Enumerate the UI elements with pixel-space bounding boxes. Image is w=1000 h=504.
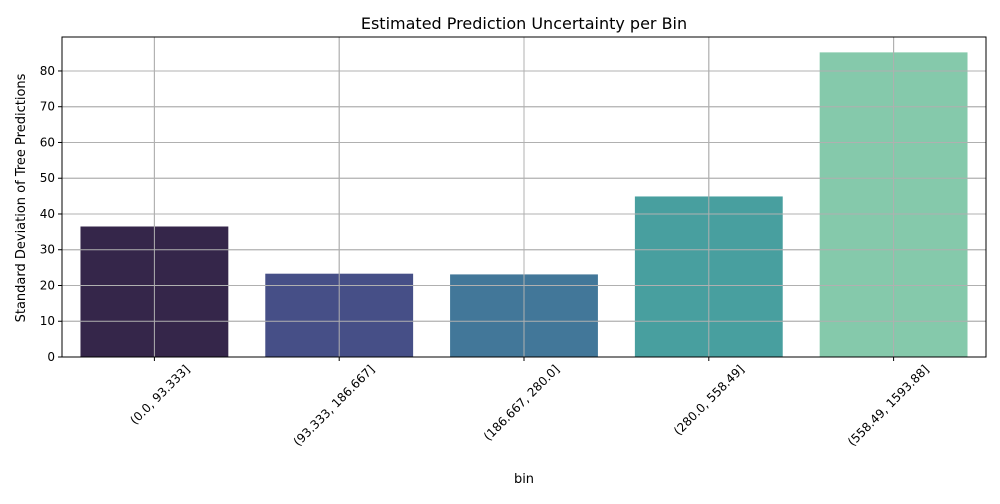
y-tick-label: 60 — [40, 135, 55, 149]
x-tick-label: (93.333, 186.667] — [291, 362, 378, 449]
y-axis-ticks: 0 10 20 30 40 50 60 70 80 — [40, 64, 62, 364]
x-axis-label: bin — [514, 472, 534, 487]
y-axis-label: Standard Deviation of Tree Predictions — [14, 73, 29, 322]
y-tick-label: 80 — [40, 64, 55, 78]
x-tick-label: (280.0, 558.49] — [671, 362, 747, 438]
y-tick-label: 40 — [40, 207, 55, 221]
y-tick-label: 30 — [40, 243, 55, 257]
y-tick-label: 70 — [40, 100, 55, 114]
chart-title: Estimated Prediction Uncertainty per Bin — [361, 14, 687, 33]
y-tick-label: 0 — [47, 350, 55, 364]
y-tick-label: 50 — [40, 171, 55, 185]
x-tick-label: (0.0, 93.333] — [127, 362, 192, 427]
x-tick-label: (558.49, 1593.88] — [845, 362, 932, 449]
y-tick-label: 10 — [40, 314, 55, 328]
x-tick-label: (186.667, 280.0] — [481, 362, 562, 443]
y-tick-label: 20 — [40, 278, 55, 292]
bars — [62, 37, 986, 358]
x-axis-ticks: (0.0, 93.333] (93.333, 186.667] (186.667, … — [127, 357, 932, 449]
